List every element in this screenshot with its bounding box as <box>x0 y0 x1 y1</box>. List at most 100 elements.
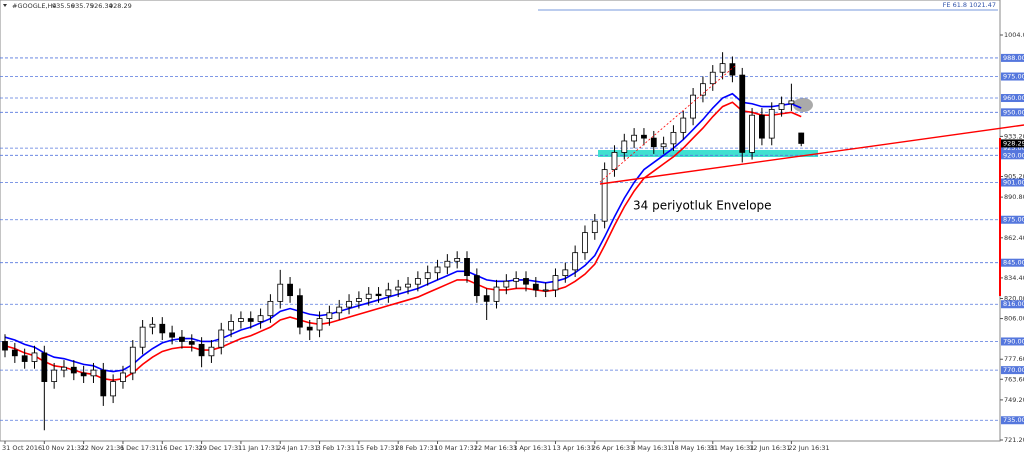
candle-body <box>572 252 579 271</box>
zone <box>598 150 818 157</box>
level-box <box>1001 94 1024 103</box>
x-tick-label: 31 May 16:31 <box>710 444 755 452</box>
candle-body <box>641 134 647 139</box>
candle-body <box>473 275 480 297</box>
x-tick-label: 16 Dec 17:31 <box>159 444 203 452</box>
candle-body <box>267 300 274 317</box>
y-tick-label: 933.20 <box>1004 132 1024 140</box>
candle-body <box>257 315 264 322</box>
y-tick-label: 749.20 <box>1004 396 1024 404</box>
y-tick-label: 834.40 <box>1004 274 1024 282</box>
candle-body <box>434 266 441 274</box>
candle-body <box>277 283 284 302</box>
level-box <box>1001 416 1024 425</box>
candle-body <box>709 71 716 85</box>
candle-body <box>179 336 185 342</box>
candle-body <box>41 352 48 382</box>
x-tick-label: 10 Mar 17:31 <box>435 444 478 452</box>
candle-body <box>120 372 126 382</box>
candle-body <box>218 329 225 348</box>
x-tick-label: 22 Jun 16:31 <box>788 444 829 452</box>
x-tick-label: 31 Oct 2016 <box>2 444 42 452</box>
level-label: 790.00 <box>1003 337 1024 345</box>
x-tick-label: 26 Apr 16:31 <box>592 444 634 452</box>
header-value: 935.56 <box>52 2 75 10</box>
level-box <box>1001 151 1024 160</box>
level-label: 925.00 <box>1003 144 1024 152</box>
x-tick-label: 11 Jan 17:31 <box>238 444 279 452</box>
candle-body <box>739 74 746 153</box>
candle-body <box>287 283 293 297</box>
level-label: 816.00 <box>1003 300 1024 308</box>
candle-body <box>759 114 765 139</box>
candle-body <box>316 318 323 331</box>
candle-body <box>680 117 687 133</box>
x-tick-label: 28 Feb 17:31 <box>395 444 438 452</box>
level-label: 845.00 <box>1003 259 1024 267</box>
candle-body <box>208 346 215 357</box>
candle-body <box>90 369 97 377</box>
fib-label: FE 61.8 1021.47 <box>943 1 996 9</box>
x-tick-label: 3 Feb 17:31 <box>317 444 356 452</box>
candle-body <box>591 220 598 234</box>
candle-body <box>503 280 510 288</box>
candle-body <box>385 289 392 297</box>
level-label: 735.00 <box>1003 416 1024 424</box>
candle-body <box>306 326 313 331</box>
candle-body <box>336 306 343 314</box>
candle-body <box>405 283 411 288</box>
x-tick-label: 10 Nov 21:31 <box>41 444 85 452</box>
candle-body <box>660 143 667 148</box>
y-tick-label: 905.20 <box>1004 172 1024 180</box>
candle-body <box>228 321 234 331</box>
candle-body <box>21 355 28 362</box>
x-tick-label: 8 May 16:31 <box>631 444 671 452</box>
candle-body <box>631 134 638 142</box>
level-label: 770.00 <box>1003 366 1024 374</box>
candle-body <box>621 140 628 153</box>
candle-body <box>552 275 559 291</box>
candle-body <box>355 298 362 302</box>
y-tick-label: 820.00 <box>1004 295 1024 303</box>
candle-body <box>169 332 176 338</box>
level-box <box>1001 108 1024 117</box>
candle-body <box>532 283 539 291</box>
candle-body <box>798 132 805 144</box>
candle-body <box>749 114 755 153</box>
annotation: 34 periyotluk Envelope <box>633 199 772 213</box>
trend-line <box>599 124 1024 185</box>
level-box <box>1001 215 1024 224</box>
candle-body <box>601 169 608 222</box>
level-label: 920.00 <box>1003 151 1024 159</box>
menu-arrow <box>3 4 7 7</box>
candle-body <box>719 63 726 73</box>
level-label: 950.00 <box>1003 108 1024 116</box>
x-tick-label: 24 Jan 17:31 <box>277 444 318 452</box>
candle-body <box>247 318 254 322</box>
envelope-line <box>4 101 802 381</box>
level-box <box>1001 366 1024 375</box>
candle-body <box>729 63 736 76</box>
y-tick-label: 721.20 <box>1004 436 1024 444</box>
candle-body <box>650 137 657 148</box>
candle-body <box>562 269 569 276</box>
level-box <box>1001 178 1024 187</box>
candle-body <box>365 293 372 299</box>
x-tick-label: 22 Nov 21:31 <box>81 444 125 452</box>
x-tick-label: 15 Feb 17:31 <box>356 444 399 452</box>
candle-body <box>61 366 67 371</box>
level-box <box>1001 300 1024 309</box>
x-tick-label: 3 Apr 16:31 <box>513 444 551 452</box>
candle-body <box>788 100 795 105</box>
level-box <box>1001 53 1024 62</box>
candle-body <box>523 278 529 285</box>
price-box <box>1001 139 1024 148</box>
candle-body <box>700 83 706 96</box>
candle-body <box>582 232 588 254</box>
candle-body <box>346 300 352 308</box>
candle-body <box>513 278 520 282</box>
level-label: 960.00 <box>1003 94 1024 102</box>
overlay <box>598 98 818 157</box>
candle-body <box>690 94 696 119</box>
